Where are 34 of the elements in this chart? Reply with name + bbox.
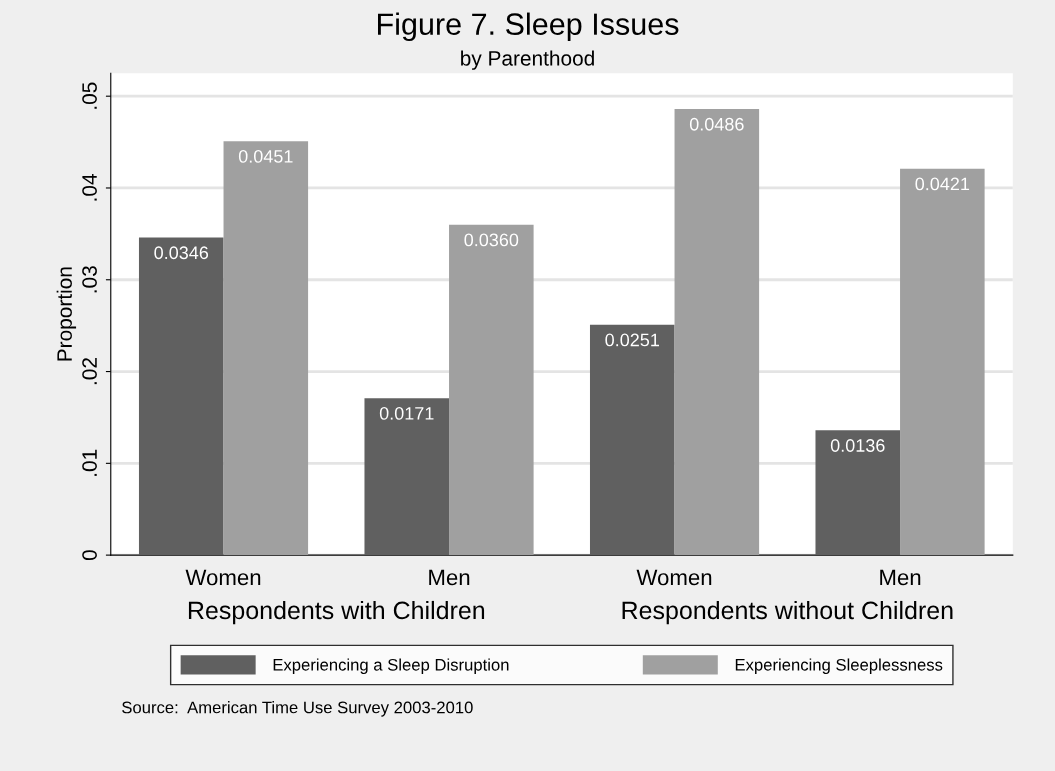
bar (674, 109, 760, 556)
data-label: 0.0251 (605, 333, 659, 347)
legend-label: Experiencing Sleeplessness (735, 658, 943, 674)
y-tick-label: .02 (82, 358, 97, 385)
y-tick-label: .05 (82, 82, 97, 109)
data-label: 0.0421 (915, 177, 970, 191)
data-label: 0.0136 (830, 439, 885, 452)
data-label: 0.0451 (238, 149, 293, 163)
text: Respondents without Children (622, 600, 953, 625)
data-label: 0.0171 (379, 406, 434, 420)
x-tick-label: Men (429, 569, 470, 586)
x-tick-label: Women (185, 569, 261, 586)
y-tick-label: .04 (82, 174, 97, 201)
x-tick-label: Women (636, 569, 712, 586)
y-tick-label: .03 (82, 266, 97, 293)
bar (815, 430, 901, 556)
data-label: 0.0486 (689, 117, 744, 131)
data-label: 0.0360 (464, 233, 519, 247)
text: Respondents with Children (188, 600, 485, 625)
y-axis-title: Proportion (56, 267, 77, 361)
chart-title: Figure 7. Sleep Issues (378, 12, 679, 42)
y-tick-label: .01 (82, 449, 97, 476)
bar (900, 168, 985, 556)
bar (223, 141, 309, 556)
bar (364, 398, 450, 556)
x-tick-label: Men (880, 569, 921, 586)
legend-label: Experiencing a Sleep Disruption (273, 658, 509, 674)
y-tick-label: 0 (82, 550, 97, 561)
bar (589, 324, 675, 556)
data-label: 0.0346 (154, 246, 209, 260)
bar (138, 237, 224, 556)
bar (449, 224, 534, 556)
source-note: Source: American Time Use Survey 2003-2010 (122, 701, 473, 717)
chart-subtitle: by Parenthood (461, 50, 594, 70)
